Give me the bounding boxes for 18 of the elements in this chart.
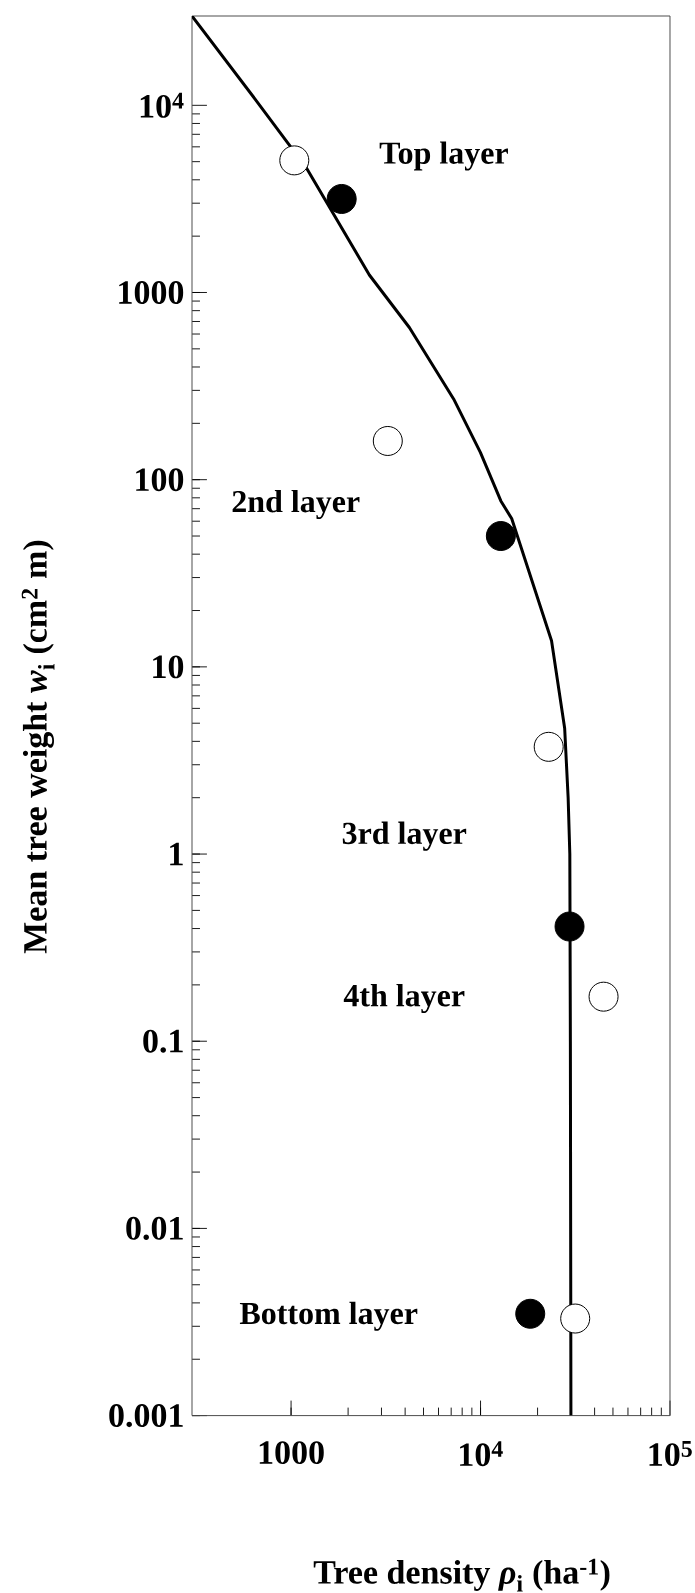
y-tick-label: 10 [153, 655, 184, 679]
y-tick-label: 0.1 [143, 1029, 183, 1053]
y-tick-label: 100 [136, 468, 184, 492]
annotation: 3rd layer [342, 821, 467, 851]
annotation: 4th layer [343, 983, 465, 1014]
y-tick-label: 0.01 [126, 1216, 183, 1240]
y-tick-label: 0.001 [109, 1404, 183, 1428]
annotation: Bottom layer [239, 1301, 418, 1331]
y-tick-label: 1000 [119, 281, 184, 304]
annotation: 2nd layer [232, 489, 360, 520]
x-tick-label: 1000 [259, 1441, 324, 1465]
x-tick-label: 10$^{5}$ [649, 1441, 692, 1467]
x-axis-title: Tree density ρ$_{i}$ (ha$^{-1}$) [313, 1558, 610, 1592]
x-tick-label: 10$^{4}$ [460, 1441, 503, 1467]
y-tick-label: 10$^{4}$ [140, 92, 184, 118]
y-axis-title: Mean tree weight w$_{i}$ (cm$^{2}$ m) [21, 540, 55, 954]
annotation: Top layer [379, 141, 508, 171]
y-tick-label: 1 [170, 842, 183, 866]
